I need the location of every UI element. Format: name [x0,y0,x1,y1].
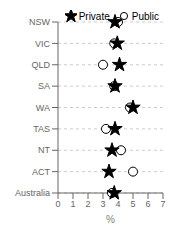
svg-text:4: 4 [115,199,120,209]
html-text:Private: Private [78,10,110,22]
html-text:Public: Public [131,10,159,22]
svg-text:5: 5 [130,199,135,209]
svg-text:NSW: NSW [29,17,51,27]
svg-text:ACT: ACT [32,167,51,177]
svg-text:1: 1 [70,199,75,209]
svg-text:SA: SA [38,81,50,91]
svg-text:2: 2 [85,199,90,209]
svg-text:QLD: QLD [31,60,50,70]
svg-text:WA: WA [36,103,50,113]
svg-text:NT: NT [38,145,50,155]
svg-text:3: 3 [100,199,105,209]
svg-text:6: 6 [145,199,150,209]
svg-text:0: 0 [55,199,60,209]
svg-text:Australia: Australia [15,188,50,198]
svg-text:VIC: VIC [35,39,51,49]
svg-text:7: 7 [160,199,165,209]
svg-text:TAS: TAS [33,124,50,134]
svg-text:%: % [106,214,115,223]
